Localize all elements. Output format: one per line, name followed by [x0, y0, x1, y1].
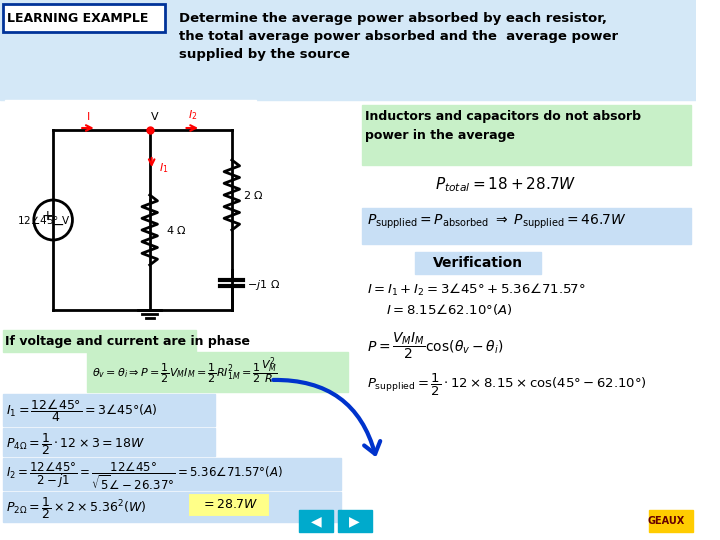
Text: Determine the average power absorbed by each resistor,
the total average power a: Determine the average power absorbed by …	[179, 12, 618, 61]
FancyBboxPatch shape	[5, 100, 256, 390]
Text: $12\angle 45°$ V: $12\angle 45°$ V	[17, 214, 71, 226]
Text: $2\ \Omega$: $2\ \Omega$	[243, 189, 264, 201]
Text: I: I	[87, 112, 91, 122]
Text: $I_2$: $I_2$	[189, 108, 198, 122]
Text: LEARNING EXAMPLE: LEARNING EXAMPLE	[6, 11, 148, 24]
Text: $I_1 = \dfrac{12\angle 45°}{4} = 3\angle 45°(A)$: $I_1 = \dfrac{12\angle 45°}{4} = 3\angle…	[6, 397, 158, 424]
FancyBboxPatch shape	[3, 330, 196, 352]
FancyBboxPatch shape	[415, 252, 541, 274]
FancyBboxPatch shape	[649, 510, 693, 532]
Text: $P_{\rm supplied} = P_{\rm absorbed}$ $\Rightarrow$ $P_{\rm supplied} = 46.7W$: $P_{\rm supplied} = P_{\rm absorbed}$ $\…	[367, 213, 627, 231]
Text: $I = I_1 + I_2 = 3\angle 45° + 5.36\angle 71.57°$: $I = I_1 + I_2 = 3\angle 45° + 5.36\angl…	[367, 282, 586, 298]
Text: −: −	[52, 218, 64, 232]
Text: Verification: Verification	[433, 256, 523, 270]
FancyBboxPatch shape	[338, 510, 372, 532]
Text: $I_1$: $I_1$	[159, 161, 169, 175]
Text: $I_2 = \dfrac{12\angle 45°}{2 - j1} = \dfrac{12\angle 45°}{\sqrt{5}\angle -26.37: $I_2 = \dfrac{12\angle 45°}{2 - j1} = \d…	[6, 461, 283, 492]
FancyBboxPatch shape	[3, 492, 341, 522]
FancyBboxPatch shape	[0, 0, 696, 540]
FancyBboxPatch shape	[3, 428, 215, 456]
Text: $I = 8.15\angle 62.10°(A)$: $I = 8.15\angle 62.10°(A)$	[387, 302, 513, 317]
Text: ▶: ▶	[349, 514, 360, 528]
Text: ◀: ◀	[310, 514, 321, 528]
Text: $4\ \Omega$: $4\ \Omega$	[166, 224, 187, 236]
Text: If voltage and current are in phase: If voltage and current are in phase	[5, 334, 250, 348]
Text: $P = \dfrac{V_M I_M}{2}\cos(\theta_v - \theta_i)$: $P = \dfrac{V_M I_M}{2}\cos(\theta_v - \…	[367, 330, 503, 361]
Text: $P_{\rm supplied} = \dfrac{1}{2} \cdot 12 \times 8.15 \times \cos(45° - 62.10°)$: $P_{\rm supplied} = \dfrac{1}{2} \cdot 1…	[367, 372, 647, 398]
Text: V: V	[150, 112, 158, 122]
Text: $= 28.7W$: $= 28.7W$	[202, 498, 258, 511]
FancyBboxPatch shape	[3, 394, 215, 426]
Text: $\theta_v = \theta_i \Rightarrow P = \dfrac{1}{2}V_M I_M = \dfrac{1}{2}RI_{1M}^2: $\theta_v = \theta_i \Rightarrow P = \df…	[91, 356, 278, 387]
FancyBboxPatch shape	[362, 208, 690, 244]
Text: +: +	[42, 209, 53, 223]
Text: $P_{2\Omega} = \dfrac{1}{2} \times 2 \times 5.36^2(W)$: $P_{2\Omega} = \dfrac{1}{2} \times 2 \ti…	[6, 495, 146, 521]
FancyArrowPatch shape	[274, 380, 380, 454]
Text: Inductors and capacitors do not absorb
power in the average: Inductors and capacitors do not absorb p…	[365, 110, 641, 142]
FancyBboxPatch shape	[189, 493, 271, 517]
Text: GEAUX: GEAUX	[648, 516, 685, 526]
FancyBboxPatch shape	[300, 510, 333, 532]
FancyBboxPatch shape	[3, 4, 165, 32]
Text: $-j1\ \Omega$: $-j1\ \Omega$	[247, 278, 280, 292]
FancyBboxPatch shape	[87, 352, 348, 392]
FancyBboxPatch shape	[0, 0, 696, 100]
Text: $P_{total} = 18 + 28.7W$: $P_{total} = 18 + 28.7W$	[435, 175, 576, 194]
FancyBboxPatch shape	[3, 458, 341, 490]
FancyBboxPatch shape	[362, 105, 690, 165]
Text: $P_{4\Omega} = \dfrac{1}{2} \cdot 12 \times 3 = 18W$: $P_{4\Omega} = \dfrac{1}{2} \cdot 12 \ti…	[6, 431, 145, 457]
